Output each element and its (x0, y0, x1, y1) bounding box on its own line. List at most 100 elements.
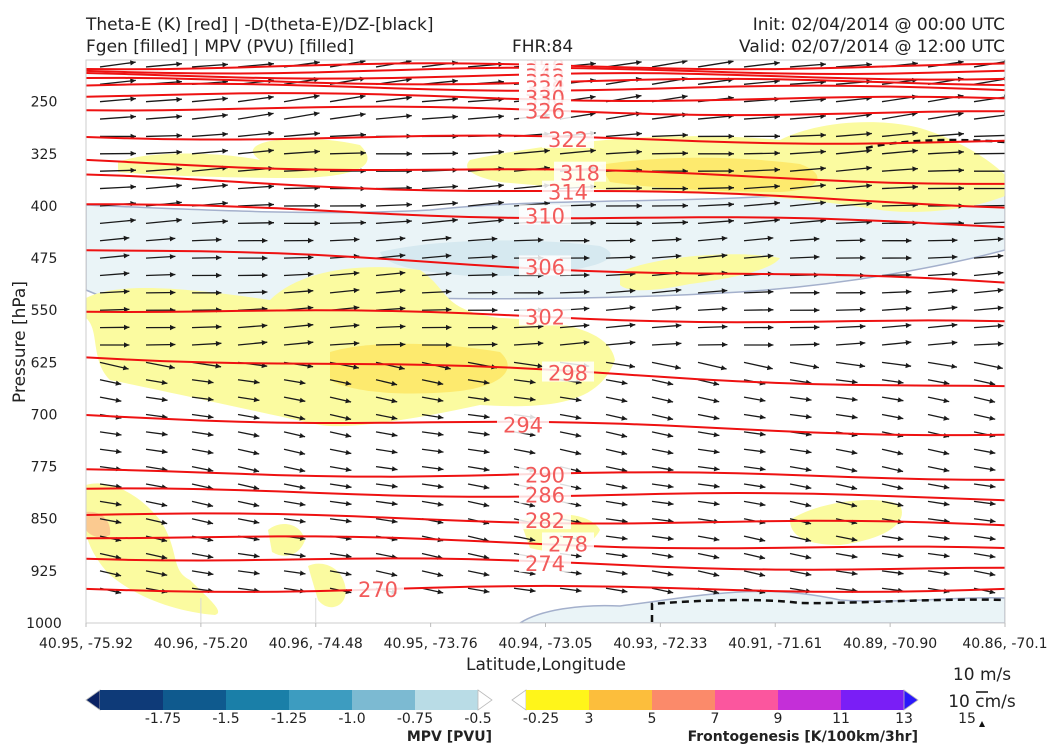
mpv-fill-low (518, 590, 1005, 623)
wind-vector-head (682, 150, 688, 156)
wind-vector-head (222, 62, 228, 68)
wind-vector-head (299, 467, 306, 473)
contour-label-bg (519, 552, 571, 573)
colorbar-extend-max (477, 689, 493, 711)
y-tick-label: 1000 (26, 616, 62, 632)
wind-vector-head (253, 467, 260, 473)
wind-vector-head (943, 484, 950, 490)
wind-vector-head (906, 255, 912, 261)
wind-vector-head (207, 431, 214, 437)
contour-label-bg (554, 161, 606, 182)
wind-vector-head (759, 501, 766, 507)
wind-vector-head (759, 448, 766, 454)
wind-vector-head (820, 132, 826, 138)
wind-vector-head (483, 502, 490, 508)
wind-vector-head (951, 305, 958, 311)
wind-vector-head (866, 183, 872, 189)
wind-vector-head (720, 365, 727, 371)
wind-vector-head (814, 324, 820, 330)
wind-vector-head (575, 570, 582, 576)
wind-vector-head (207, 449, 214, 455)
wind-vector-head (222, 96, 228, 102)
wind-vector-head (216, 272, 222, 278)
wind-vector-head (498, 217, 504, 224)
wind-vector-head (299, 450, 306, 456)
wind-vector-head (437, 380, 444, 386)
wind-vector-head (851, 553, 858, 559)
wind-vector-head (851, 502, 858, 508)
wind-vector-head (575, 553, 582, 559)
wind-vector-head (360, 220, 366, 226)
x-tick-label: 40.94, -73.05 (498, 636, 592, 652)
wind-vector-head (590, 148, 596, 154)
wind-vector-head (299, 501, 306, 507)
wind-vector-head (176, 149, 182, 155)
fgen-fill-region (268, 524, 305, 556)
wind-vector-head (905, 340, 912, 346)
wind-vector-head (176, 61, 182, 67)
wind-vector (191, 133, 228, 138)
wind-vector-head (207, 379, 214, 385)
colorbar-swatch (589, 690, 653, 710)
wind-vector-head (675, 287, 682, 293)
wind-vector-head (253, 450, 260, 456)
wind-vector-head (759, 554, 766, 560)
wind-vector-head (897, 536, 904, 542)
theta-e-label: 282 (525, 509, 565, 533)
wind-vector-head (989, 500, 996, 507)
wind-vector-head (391, 483, 398, 489)
wind-vector-head (253, 397, 260, 403)
wind-vector-head (492, 290, 498, 296)
wind-vector-head (268, 184, 274, 190)
wind-vector-head (768, 324, 774, 331)
wind-vector-head (667, 589, 674, 595)
wind-vector-head (437, 431, 444, 437)
wind-vector-head (124, 342, 130, 348)
wind-vector-head (859, 307, 866, 313)
wind-vector-head (529, 449, 536, 455)
wind-vector-head (498, 114, 504, 120)
wind-vector (743, 219, 780, 224)
wind-vector-head (498, 183, 504, 189)
colorbar-extend-max (903, 689, 919, 711)
wind-vector (697, 78, 734, 85)
wind-vector-head (989, 571, 996, 577)
wind-vector-head (391, 518, 398, 524)
wind-vector-head (299, 484, 306, 490)
wind-vector (605, 150, 642, 155)
wind-vector-head (391, 449, 398, 455)
wind-vector-head (207, 414, 214, 420)
colorbar-tick-label: 3 (585, 711, 594, 727)
theta-e-label: 298 (548, 362, 588, 386)
wind-vector-head (353, 305, 360, 311)
wind-vector-head (391, 415, 398, 421)
wind-vector (743, 185, 780, 190)
colorbar-swatch (352, 690, 416, 710)
wind-vector (743, 202, 780, 207)
wind-vector-head (768, 307, 774, 313)
wind-vector-head (391, 466, 398, 472)
wind-vector-head (123, 235, 130, 241)
wind-vector-head (675, 341, 682, 347)
y-tick-label: 325 (31, 147, 58, 163)
wind-vector-head (713, 589, 720, 595)
wind-vector (835, 63, 872, 68)
wind-vector-head (583, 306, 590, 312)
wind-vector-head (943, 380, 950, 386)
wind-vector (927, 112, 964, 120)
wind-vector-head (207, 467, 214, 473)
wind-vector-head (529, 396, 536, 402)
wind-vector (283, 112, 320, 120)
wind-vector-head (721, 324, 728, 330)
wind-vector (283, 150, 320, 155)
wind-vector-head (905, 322, 912, 329)
wind-vector (191, 184, 228, 190)
wind-vector-head (437, 483, 444, 489)
wind-vector-head (299, 433, 306, 439)
wind-vector-head (866, 201, 872, 207)
wind-vector-head (268, 148, 274, 154)
wind-vector-head (759, 414, 766, 420)
wind-vector-head (943, 467, 950, 473)
wind-vector-head (215, 341, 222, 347)
wind-vector-head (866, 62, 872, 68)
